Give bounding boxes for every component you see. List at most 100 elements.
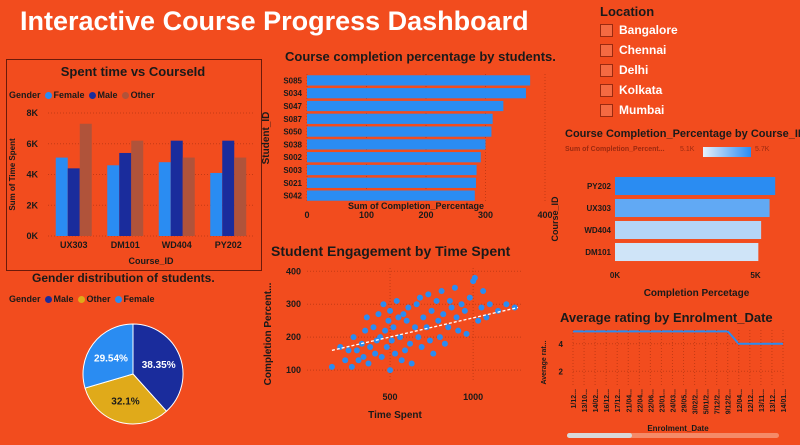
y-tick-label: UX303 bbox=[587, 204, 612, 213]
x-tick-label: 500 bbox=[383, 392, 398, 402]
checkbox-icon[interactable] bbox=[600, 63, 613, 77]
completion-by-student-chart: 0 100 200 300 400 S085 S034 S047 S087 S050 S038 S00… bbox=[261, 74, 553, 220]
bar-s002 bbox=[307, 152, 481, 163]
dashboard-title: Interactive Course Progress Dashboard bbox=[20, 6, 529, 36]
x-tick-label: 3/02/2... bbox=[693, 389, 700, 414]
pie-legend-female: Female bbox=[114, 294, 155, 304]
bar-s085 bbox=[307, 75, 531, 86]
y-tick-label: 2K bbox=[26, 200, 38, 210]
y-tick-label: S021 bbox=[283, 179, 302, 188]
male-dot-icon bbox=[44, 295, 52, 303]
y-tick-label: S085 bbox=[283, 76, 302, 85]
female-dot-icon bbox=[44, 91, 52, 99]
bar-other-wd404 bbox=[182, 157, 195, 236]
scatter-point bbox=[486, 301, 493, 308]
checkbox-icon[interactable] bbox=[600, 83, 613, 97]
pie-legend-male: Male bbox=[44, 294, 74, 304]
x-tick-label: 13/11... bbox=[759, 389, 766, 412]
y-tick-label: S038 bbox=[283, 140, 302, 149]
x-tick-label: 12/12... bbox=[748, 389, 755, 412]
bar-s034 bbox=[307, 88, 526, 99]
x-tick-label: 17/12... bbox=[615, 389, 622, 412]
scatter-point bbox=[483, 314, 490, 321]
checkbox-icon[interactable] bbox=[600, 103, 613, 117]
spent-time-legend: Gender Female Male Other bbox=[9, 90, 155, 100]
legend-female: Female bbox=[44, 90, 85, 100]
gender-legend: Gender Male Other Female bbox=[9, 294, 155, 304]
x-tick-label: 22/06... bbox=[648, 389, 655, 412]
bar-ux303 bbox=[615, 198, 770, 218]
slicer-item-label: Mumbai bbox=[619, 103, 665, 117]
x-axis-label: Time Spent bbox=[368, 410, 422, 421]
y-axis-label: Student_ID bbox=[261, 112, 272, 165]
bar-s003 bbox=[307, 164, 477, 176]
bar-male-dm101 bbox=[119, 152, 132, 236]
scatter-point bbox=[387, 307, 394, 314]
checkbox-icon[interactable] bbox=[600, 23, 613, 37]
y-tick-label: DM101 bbox=[585, 248, 611, 257]
y-axis-label: Course_ID bbox=[550, 196, 560, 242]
scatter-point bbox=[400, 311, 407, 318]
pie-value-label: 38.35% bbox=[142, 360, 176, 371]
x-tick-label: 1/12... bbox=[571, 389, 578, 409]
y-tick-label: S087 bbox=[283, 115, 302, 124]
scatter-point bbox=[362, 327, 369, 334]
slicer-item-mumbai[interactable]: Mumbai bbox=[600, 103, 664, 117]
x-axis-label: Sum of Completion_Percentage bbox=[348, 201, 484, 211]
x-tick-label: 13/10... bbox=[582, 389, 589, 412]
scatter-point bbox=[387, 367, 394, 374]
pie-legend-female-label: Female bbox=[123, 294, 155, 304]
scatter-point bbox=[363, 314, 370, 321]
scrollbar-thumb[interactable] bbox=[567, 433, 632, 438]
x-tick-label: 14/02... bbox=[593, 389, 600, 412]
bar-other-py202 bbox=[234, 157, 247, 236]
scatter-point bbox=[392, 350, 399, 357]
scatter-point bbox=[463, 330, 470, 337]
pie-legend-male-label: Male bbox=[53, 294, 74, 304]
scatter-point bbox=[416, 294, 423, 301]
x-tick-label: 5K bbox=[750, 271, 760, 280]
slicer-item-bangalore[interactable]: Bangalore bbox=[600, 23, 678, 37]
rating-line bbox=[573, 330, 783, 345]
x-tick-label: 0 bbox=[304, 210, 309, 220]
x-tick-label: 7/12/2... bbox=[715, 389, 722, 414]
bar-s021 bbox=[307, 177, 476, 188]
scatter-point bbox=[430, 350, 437, 357]
spent-time-chart: 0K 2K 4K 6K 8K UX303 DM101 WD404 PY202 Course_ID S… bbox=[8, 108, 254, 266]
gradient-legend-max: 5.7K bbox=[755, 146, 770, 153]
checkbox-icon[interactable] bbox=[600, 43, 613, 57]
other-dot-icon bbox=[121, 91, 129, 99]
scatter-point bbox=[378, 353, 385, 360]
gender-pie-chart: 38.35% 32.1% 29.54% bbox=[82, 323, 184, 425]
legend-male-label: Male bbox=[97, 90, 118, 100]
bar-wd404 bbox=[615, 220, 762, 240]
scatter-point bbox=[451, 284, 458, 291]
pie-slice-male bbox=[132, 323, 184, 412]
pie-legend-other: Other bbox=[77, 294, 111, 304]
scatter-point bbox=[441, 340, 448, 347]
y-axis-label: Sum of Time Spent bbox=[8, 138, 17, 211]
y-tick-label: 200 bbox=[286, 332, 301, 342]
x-tick-label: 16/12... bbox=[604, 389, 611, 412]
location-slicer-title: Location bbox=[600, 4, 655, 19]
bar-female-ux303 bbox=[55, 157, 68, 236]
slicer-item-delhi[interactable]: Delhi bbox=[600, 63, 648, 77]
male-dot-icon bbox=[88, 91, 96, 99]
gradient-legend-bar bbox=[703, 147, 751, 157]
trend-line bbox=[331, 306, 519, 351]
scatter-point bbox=[342, 357, 349, 364]
x-tick-label: 24/03... bbox=[670, 389, 677, 412]
slicer-item-chennai[interactable]: Chennai bbox=[600, 43, 666, 57]
bar-female-dm101 bbox=[107, 165, 120, 236]
scatter-point bbox=[367, 344, 374, 351]
scatter-point bbox=[423, 324, 430, 331]
scatter-point bbox=[328, 363, 335, 370]
slicer-item-label: Chennai bbox=[619, 43, 667, 57]
scatter-point bbox=[397, 334, 404, 341]
horizontal-scrollbar[interactable] bbox=[567, 433, 779, 438]
scatter-point bbox=[445, 324, 452, 331]
slicer-item-kolkata[interactable]: Kolkata bbox=[600, 83, 662, 97]
scatter-point bbox=[412, 324, 418, 331]
scatter-point bbox=[402, 347, 409, 354]
pie-slice-female bbox=[82, 323, 134, 389]
